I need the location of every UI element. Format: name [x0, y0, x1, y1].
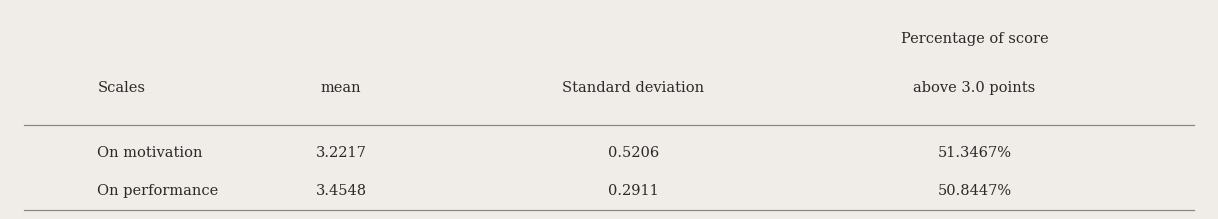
Text: Standard deviation: Standard deviation: [563, 81, 704, 95]
Text: 0.5206: 0.5206: [608, 146, 659, 160]
Text: 0.2911: 0.2911: [608, 184, 659, 198]
Text: 51.3467%: 51.3467%: [938, 146, 1011, 160]
Text: 3.2217: 3.2217: [315, 146, 367, 160]
Text: 3.4548: 3.4548: [315, 184, 367, 198]
Text: above 3.0 points: above 3.0 points: [914, 81, 1035, 95]
Text: On motivation: On motivation: [97, 146, 203, 160]
Text: On performance: On performance: [97, 184, 219, 198]
Text: 50.8447%: 50.8447%: [938, 184, 1011, 198]
Text: Scales: Scales: [97, 81, 145, 95]
Text: Percentage of score: Percentage of score: [900, 32, 1049, 46]
Text: mean: mean: [320, 81, 362, 95]
